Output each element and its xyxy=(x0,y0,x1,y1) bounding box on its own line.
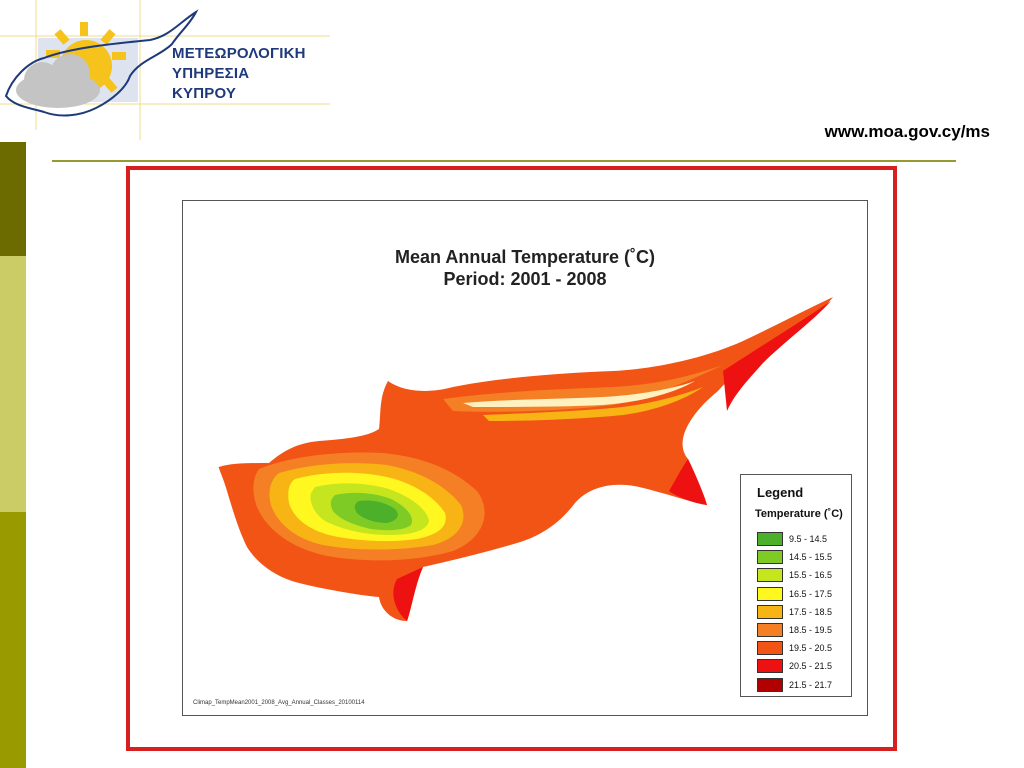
org-name-line-2: ΥΠΗΡΕΣΙΑ xyxy=(172,65,250,82)
legend-swatch xyxy=(757,659,783,674)
org-name-line-3: ΚΥΠΡΟΥ xyxy=(172,85,237,102)
map-legend: Legend Temperature (˚C) 9.5 - 14.5 14.5 -… xyxy=(740,474,852,697)
org-name-line-1: ΜΕΤΕΩΡΟΛΟΓΙΚΗ xyxy=(172,45,306,62)
legend-label: 17.5 - 18.5 xyxy=(789,606,833,617)
legend-label: 14.5 - 15.5 xyxy=(789,552,833,563)
legend-row: 19.5 - 20.5 xyxy=(757,640,832,656)
legend-row: 16.5 - 17.5 xyxy=(757,586,832,602)
legend-swatch xyxy=(757,586,783,601)
legend-subtitle: Temperature (˚C) xyxy=(755,508,843,520)
map-frame: Mean Annual Temperature (˚C) Period: 200… xyxy=(126,166,897,751)
legend-row: 20.5 - 21.5 xyxy=(757,658,832,674)
side-accent-bar-olive xyxy=(0,512,26,768)
legend-row: 18.5 - 19.5 xyxy=(757,622,832,638)
legend-label: 18.5 - 19.5 xyxy=(789,625,833,635)
meteorological-service-logo: ΜΕΤΕΩΡΟΛΟΓΙΚΗ ΥΠΗΡΕΣΙΑ ΚΥΠΡΟΥ xyxy=(0,0,335,140)
side-accent-bar-light xyxy=(0,256,26,512)
legend-swatch xyxy=(757,568,783,583)
map-subtitle: Period: 2001 - 2008 xyxy=(443,269,607,289)
map-panel: Mean Annual Temperature (˚C) Period: 200… xyxy=(182,200,868,716)
legend-title: Legend xyxy=(757,485,804,500)
legend-swatch xyxy=(757,532,783,546)
legend-label: 19.5 - 20.5 xyxy=(789,643,833,654)
organization-name: ΜΕΤΕΩΡΟΛΟΓΙΚΗ ΥΠΗΡΕΣΙΑ ΚΥΠΡΟΥ xyxy=(172,44,306,104)
header-divider xyxy=(52,160,956,162)
legend-swatch xyxy=(757,641,783,656)
website-url[interactable]: www.moa.gov.cy/ms xyxy=(824,122,990,141)
legend-label: 15.5 - 16.5 xyxy=(789,570,833,581)
sun-cloud-island-icon xyxy=(0,0,330,140)
legend-row: 17.5 - 18.5 xyxy=(757,604,832,620)
legend-swatch xyxy=(757,550,783,565)
cyprus-temperature-map xyxy=(218,297,834,621)
legend-swatch xyxy=(757,677,783,692)
legend-swatch xyxy=(757,604,783,619)
legend-label: 16.5 - 17.5 xyxy=(789,588,833,599)
legend-swatch xyxy=(757,623,783,637)
map-title: Mean Annual Temperature (˚C) xyxy=(394,247,656,267)
legend-label: 20.5 - 21.5 xyxy=(789,661,833,672)
legend-label: 21.5 - 21.7 xyxy=(789,679,833,690)
legend-row: 9.5 - 14.5 xyxy=(757,531,827,547)
legend-row: 14.5 - 15.5 xyxy=(757,549,832,565)
legend-row: 15.5 - 16.5 xyxy=(757,567,832,583)
legend-row: 21.5 - 21.7 xyxy=(757,677,832,693)
side-accent-bar-dark xyxy=(0,142,26,256)
legend-label: 9.5 - 14.5 xyxy=(789,534,828,544)
map-source-footnote: Climap_TempMean2001_2008_Avg_Annual_Clas… xyxy=(193,700,365,706)
